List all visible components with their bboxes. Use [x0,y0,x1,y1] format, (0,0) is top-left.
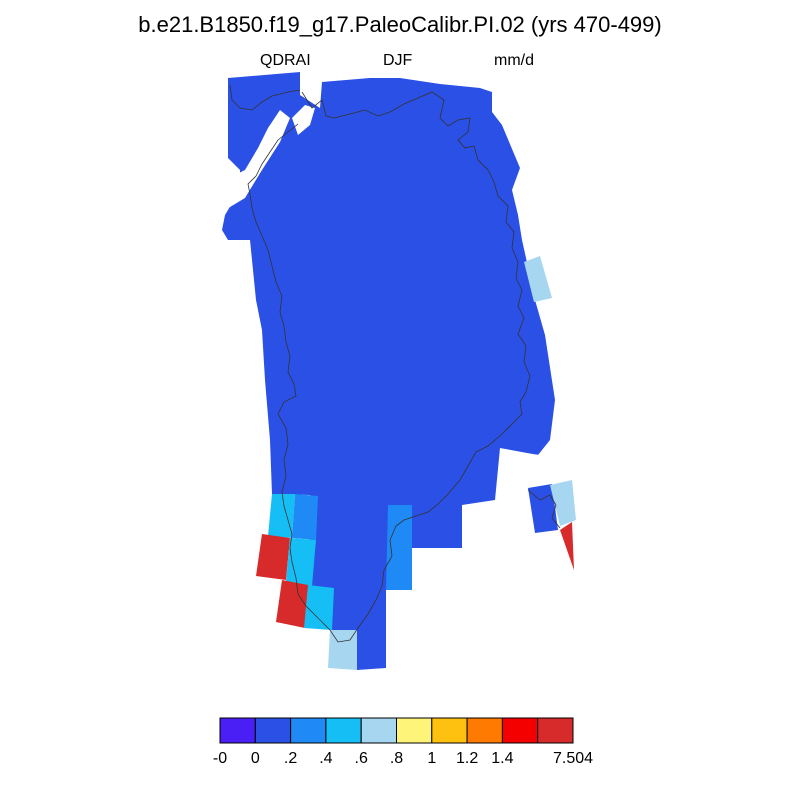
cell-cyan-3 [304,585,334,630]
colorbar-tick-label: -0 [212,750,228,767]
cell-mid-1 [386,505,412,590]
colorbar-box [466,717,503,744]
colorbar-tick-label: 1.2 [455,750,479,767]
cell-red-2 [276,580,308,628]
colorbar-box [396,717,433,744]
colorbar-tick-label: .8 [389,750,404,767]
colorbar-tick-label: 1 [427,750,437,767]
colorbar-box [537,717,574,744]
cell-red-east [560,522,574,570]
ice-gap-1 [225,110,290,210]
cell-cyan-2 [286,538,316,586]
colorbar-tick-label: .6 [354,750,368,767]
colorbar-tick-label: .2 [283,750,298,767]
ice-gap-2 [292,105,315,135]
colorbar-box [290,717,327,744]
cell-light-east [524,256,552,302]
colorbar-box [501,717,539,744]
colorbar-tick-label: 0 [250,750,260,767]
colorbar-tick-label: .4 [319,750,333,767]
colorbar-tick-label: 7.504 [552,750,594,767]
main-ice-region [222,72,555,670]
colorbar-box [360,717,398,744]
plot-title: b.e21.B1850.f19_g17.PaleoCalibr.PI.02 (y… [138,12,662,37]
colorbar-tick-label: 1.4 [491,750,514,767]
cell-red-1 [256,534,290,580]
colorbar-box [254,717,292,744]
colorbar-box [219,717,256,744]
variable-label: QDRAI [260,52,311,69]
season-label: DJF [383,52,413,69]
colorbar-box [325,717,362,744]
cell-mid-2 [292,494,318,540]
colorbar-box [431,717,468,744]
cell-light-east-2 [550,480,576,526]
coastline [229,84,561,643]
units-label: mm/d [494,52,534,69]
ice-gap-east [500,450,548,492]
cell-cyan-1 [268,494,295,538]
